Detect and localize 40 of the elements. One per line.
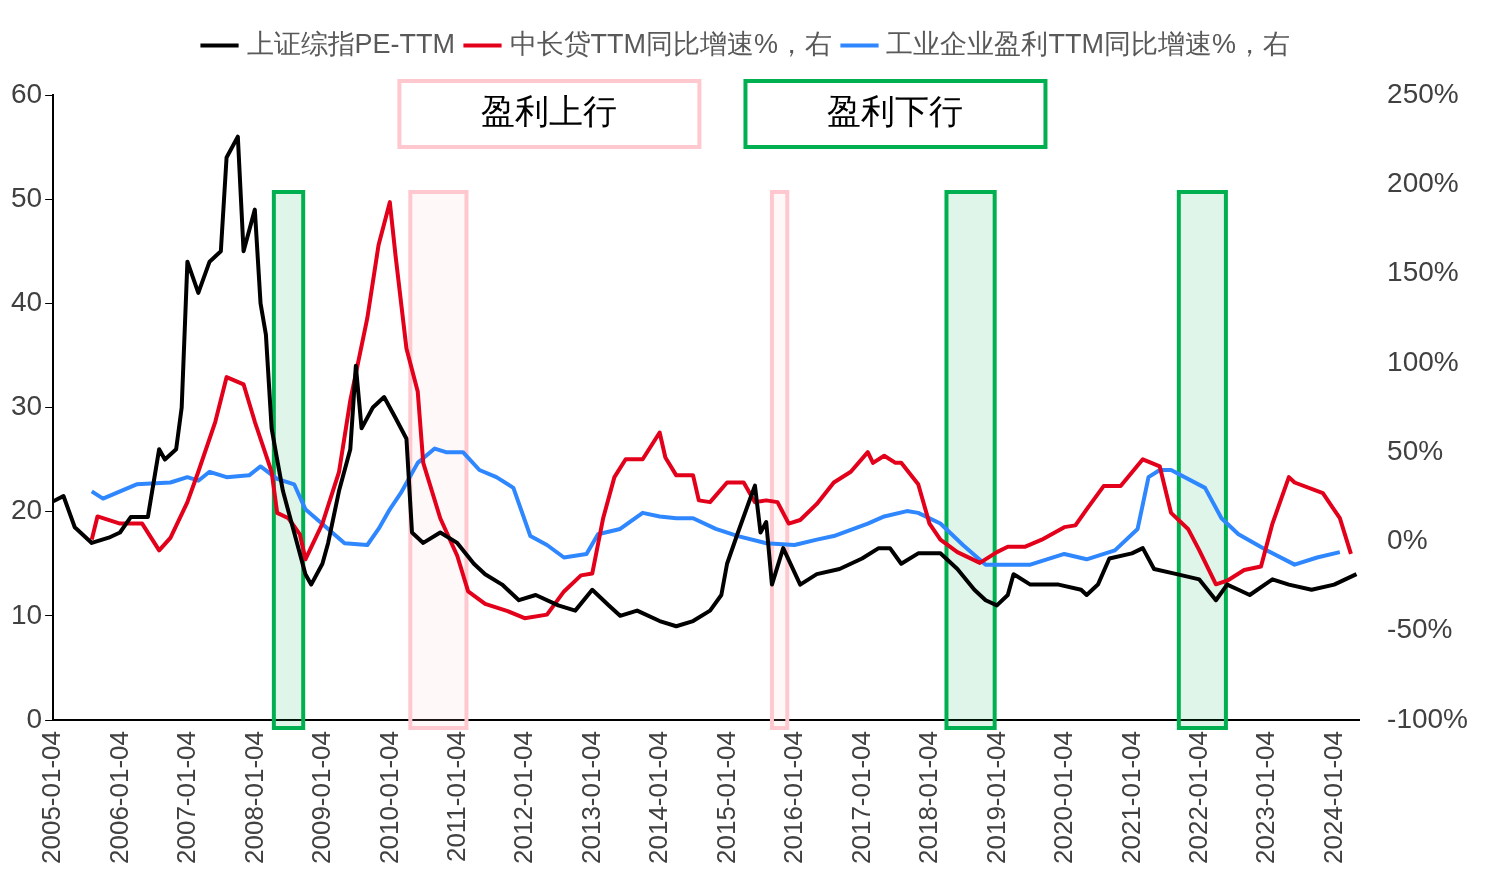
y-tick-label: 30: [10, 390, 43, 422]
x-tick-label: 2013-01-04: [575, 731, 606, 864]
y2-tick-label: 50%: [1387, 434, 1444, 466]
x-tick-label: 2022-01-04: [1183, 731, 1214, 864]
y2-tick-label: 0%: [1387, 524, 1428, 556]
x-tick-label: 2006-01-04: [103, 731, 134, 864]
x-tick-label: 2020-01-04: [1048, 731, 1079, 864]
y2-tick-label: 150%: [1387, 256, 1459, 288]
x-tick-label: 2005-01-04: [36, 731, 67, 864]
x-tick-label: 2017-01-04: [845, 731, 876, 864]
y-tick-label: 40: [10, 286, 43, 318]
y2-tick-label: 100%: [1387, 345, 1459, 377]
x-tick-label: 2010-01-04: [373, 731, 404, 864]
y-tick-label: 60: [10, 77, 43, 109]
y-tick-label: 10: [10, 598, 43, 630]
annotation: 盈利上行: [481, 92, 618, 131]
x-tick-label: 2009-01-04: [306, 731, 337, 864]
legend-label: 工业企业盈利TTM同比增速%，右: [886, 28, 1290, 59]
x-tick-label: 2016-01-04: [778, 731, 809, 864]
y-tick-label: 50: [10, 181, 43, 213]
legend-label: 中长贷TTM同比增速%，右: [509, 28, 832, 59]
x-tick-label: 2007-01-04: [171, 731, 202, 864]
x-tick-label: 2008-01-04: [238, 731, 269, 864]
annotation: 盈利下行: [827, 92, 964, 131]
x-tick-label: 2023-01-04: [1250, 731, 1281, 864]
x-tick-label: 2019-01-04: [980, 731, 1011, 864]
x-tick-label: 2024-01-04: [1317, 731, 1348, 864]
y2-tick-label: -50%: [1387, 613, 1453, 645]
y2-tick-label: 200%: [1387, 167, 1459, 199]
y2-tick-label: 250%: [1387, 77, 1459, 109]
x-tick-label: 2021-01-04: [1115, 731, 1146, 864]
x-tick-label: 2015-01-04: [710, 731, 741, 864]
y2-tick-label: -100%: [1387, 702, 1468, 734]
x-tick-label: 2012-01-04: [508, 731, 539, 864]
y-tick-label: 0: [26, 702, 43, 734]
y-tick-label: 20: [10, 494, 43, 526]
x-tick-label: 2011-01-04: [440, 731, 471, 863]
legend-label: 上证综指PE-TTM: [246, 28, 456, 59]
x-tick-label: 2014-01-04: [643, 731, 674, 864]
x-tick-label: 2018-01-04: [913, 731, 944, 864]
